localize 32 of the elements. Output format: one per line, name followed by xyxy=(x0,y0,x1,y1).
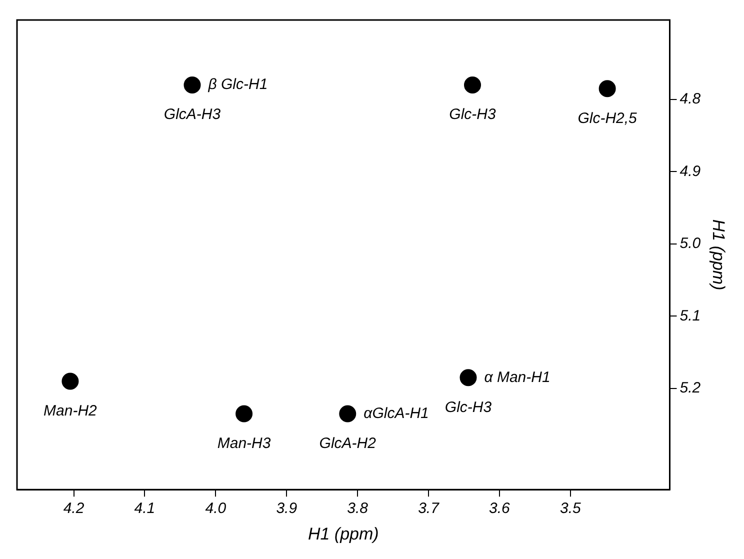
x-tick-label: 3.7 xyxy=(418,500,440,517)
x-tick-label: 3.5 xyxy=(560,500,582,517)
y-tick-label: 5.1 xyxy=(680,307,701,324)
y-axis-title: H1 (ppm) xyxy=(709,219,728,290)
annotation: β Glc-H1 xyxy=(207,76,268,94)
x-tick-label: 4.0 xyxy=(205,500,227,517)
annotation: GlcA-H2 xyxy=(319,434,377,452)
y-tick-label: 5.0 xyxy=(680,235,702,252)
y-tick-label: 5.2 xyxy=(680,380,702,397)
annotation: Glc-H2,5 xyxy=(578,110,638,127)
x-tick-label: 3.8 xyxy=(347,500,369,517)
y-tick-label: 4.8 xyxy=(680,90,702,108)
x-tick-label: 4.2 xyxy=(63,500,85,517)
point xyxy=(598,80,616,98)
point xyxy=(460,369,477,386)
annotation: Glc-H3 xyxy=(444,398,492,416)
annotation: Man-H2 xyxy=(44,402,98,420)
x-tick-label: 3.6 xyxy=(489,500,511,517)
point xyxy=(62,372,79,390)
point xyxy=(184,76,201,94)
point xyxy=(464,76,482,94)
x-tick-label: 4.1 xyxy=(134,500,156,517)
point xyxy=(236,405,253,422)
annotation: Glc-H3 xyxy=(449,106,496,124)
annotation: αGlcA-H1 xyxy=(364,404,429,422)
y-tick-label: 4.9 xyxy=(680,162,702,180)
annotation: GlcA-H3 xyxy=(164,106,222,124)
point xyxy=(339,405,356,422)
x-tick-label: 3.9 xyxy=(276,500,298,517)
annotation: α Man-H1 xyxy=(484,368,550,386)
annotation: Man-H3 xyxy=(217,434,272,452)
x-axis-title: H1 (ppm) xyxy=(308,524,379,544)
